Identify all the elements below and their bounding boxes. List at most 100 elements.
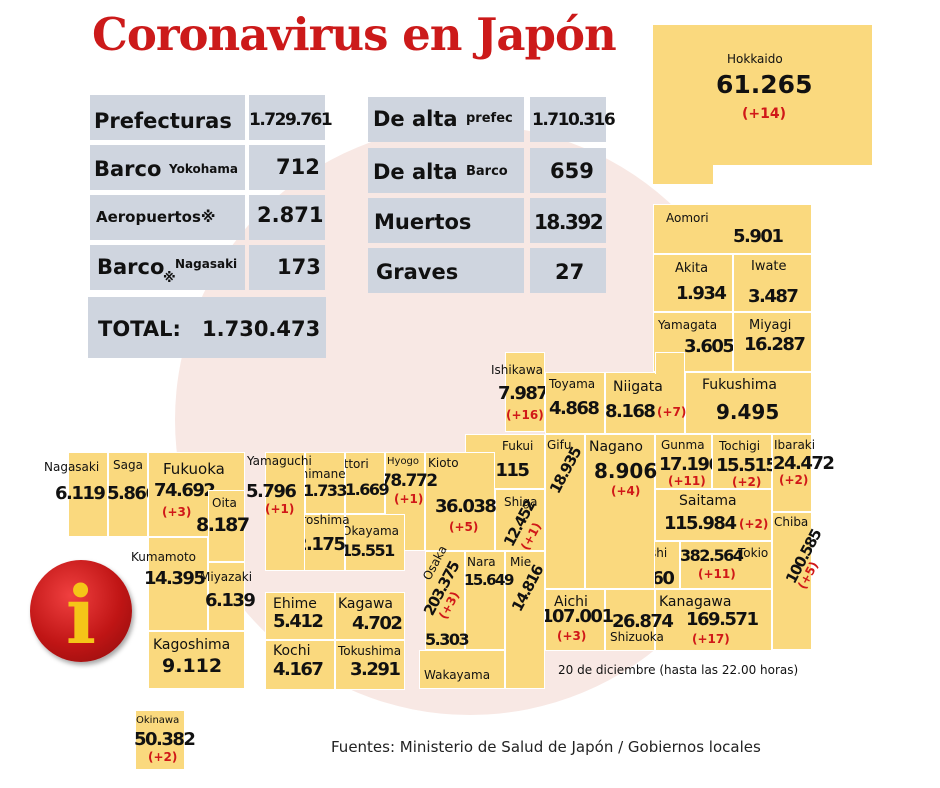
shimane-value: 1.733	[303, 481, 348, 500]
nagasaki-value: 6.119	[55, 483, 106, 504]
prefecture-ishikawa	[505, 352, 545, 432]
ehime-value: 5.412	[273, 611, 324, 632]
ishikawa-value: 7.987	[498, 383, 549, 404]
prefecture-nara	[465, 551, 505, 650]
yamaguchi-value: 5.796	[246, 481, 297, 502]
aomori-value: 5.901	[733, 226, 784, 247]
miyazaki-value: 6.139	[205, 590, 256, 611]
prefecture-osaka	[425, 551, 465, 650]
muertos-value: 18.392	[534, 210, 604, 234]
oita-name: Oita	[212, 496, 237, 510]
total-box: TOTAL: 1.730.473	[88, 297, 326, 358]
aichi-name: Aichi	[554, 594, 588, 610]
prefecture-fukushima	[685, 372, 812, 434]
prefecture-tokio	[680, 541, 772, 589]
tokio-value: 382.564	[680, 546, 744, 565]
kioto-value: 36.038	[435, 496, 497, 517]
prefecture-okinawa	[135, 710, 185, 770]
prefecture-ehime	[265, 592, 335, 640]
aeropuertos-label: Aeropuertos※	[96, 208, 216, 226]
prefecture-ibaraki	[772, 434, 812, 512]
de-alta-prefec-label: De alta	[373, 107, 458, 131]
fukuoka-delta: (+3)	[162, 505, 192, 519]
kumamoto-name: Kumamoto	[131, 550, 196, 564]
prefecture-mie	[505, 551, 545, 689]
prefecture-shizuoka	[605, 589, 655, 651]
tokio-delta: (+11)	[698, 567, 736, 581]
okayama-name: Okayama	[342, 524, 400, 538]
kagawa-value: 4.702	[352, 613, 403, 634]
graves-label-box: Graves	[368, 248, 524, 293]
prefecture-akita	[653, 254, 733, 312]
fukushima-value: 9.495	[716, 400, 780, 424]
de-alta-barco-value: 659	[550, 159, 594, 183]
gunma-value: 17.196	[659, 454, 721, 475]
gunma-delta: (+11)	[668, 474, 706, 488]
prefecture-hokkaido	[653, 25, 872, 165]
nagano-delta: (+4)	[611, 484, 641, 498]
iwate-name: Iwate	[751, 259, 787, 274]
shiga-name: Shiga	[504, 495, 538, 509]
graves-label: Graves	[376, 260, 459, 284]
de-alta-prefec-sub: prefec	[466, 111, 513, 126]
date-note: 20 de diciembre (hasta las 22.00 horas)	[558, 663, 799, 677]
nagano-name: Nagano	[589, 439, 643, 455]
okinawa-name: Okinawa	[136, 715, 180, 726]
toyama-name: Toyama	[549, 377, 596, 391]
barco-nagasaki-value: 173	[277, 255, 321, 279]
muertos-label: Muertos	[374, 210, 472, 234]
prefecture-gunma	[655, 434, 712, 489]
chiba-name: Chiba	[774, 515, 809, 529]
de-alta-prefec-value-box: 1.710.316	[530, 97, 616, 142]
fukushima-name: Fukushima	[702, 377, 777, 393]
fukui-name: Fukui	[502, 439, 534, 453]
info-icon: i	[30, 560, 132, 662]
gunma-name: Gunma	[661, 438, 705, 452]
kanagawa-delta: (+17)	[692, 632, 730, 646]
shizuoka-value: 26.874	[612, 611, 674, 632]
tottori-value: 1.669	[345, 480, 390, 499]
hyogo-value: 78.772	[380, 471, 438, 491]
aeropuertos-value: 2.871	[257, 203, 324, 227]
prefecture-niigata	[605, 372, 685, 434]
barco-yokohama-sub: Yokohama	[169, 162, 238, 176]
prefecture-shiga	[495, 489, 545, 551]
prefecture-gifu	[545, 434, 585, 589]
barco-nagasaki-value-box: 173	[249, 245, 325, 290]
ibaraki-name: Ibaraki	[774, 438, 816, 452]
tokushima-name: Tokushima	[338, 644, 402, 658]
fukuoka-value: 74.692	[154, 480, 216, 501]
sources-footer: Fuentes: Ministerio de Salud de Japón / …	[331, 738, 761, 756]
de-alta-prefec-label-box: De alta prefec	[368, 97, 524, 142]
nagano-value: 8.906	[594, 459, 658, 483]
prefecture-kioto	[425, 452, 495, 551]
tokio-name: Tokio	[738, 546, 769, 560]
kochi-name: Kochi	[273, 643, 311, 659]
saga-name: Saga	[113, 458, 143, 472]
akita-value: 1.934	[676, 283, 727, 304]
prefecture-shimane	[305, 452, 345, 514]
kanagawa-name: Kanagawa	[659, 594, 732, 610]
page-title: Coronavirus en Japón	[92, 8, 617, 61]
barco-nagasaki-label: Barco	[97, 255, 165, 279]
miyazaki-name: Miyazaki	[200, 570, 253, 584]
shimane-name: Shimane	[293, 467, 346, 481]
barco-yokohama-value: 712	[276, 155, 320, 179]
yamagata-value: 3.605	[684, 336, 735, 357]
barco-nagasaki-label-box: Barco ※ Nagasaki	[90, 245, 245, 290]
kagawa-name: Kagawa	[338, 596, 394, 612]
aeropuertos-value-box: 2.871	[249, 195, 325, 240]
muertos-value-box: 18.392	[530, 198, 606, 243]
miyagi-name: Miyagi	[749, 318, 792, 333]
de-alta-barco-label-box: De alta Barco	[368, 148, 524, 193]
prefecture-nagasaki	[68, 452, 108, 537]
prefecture-aichi	[545, 589, 605, 651]
iwate-value: 3.487	[748, 286, 799, 307]
hyogo-name: Hyogo	[387, 456, 420, 467]
saga-value: 5.866	[107, 483, 158, 504]
aeropuertos-label-box: Aeropuertos※	[90, 195, 245, 240]
kioto-delta: (+5)	[449, 520, 479, 534]
prefecture-kagoshima	[148, 631, 245, 689]
miyagi-value: 16.287	[744, 334, 806, 355]
prefecture-chiba	[772, 512, 812, 650]
